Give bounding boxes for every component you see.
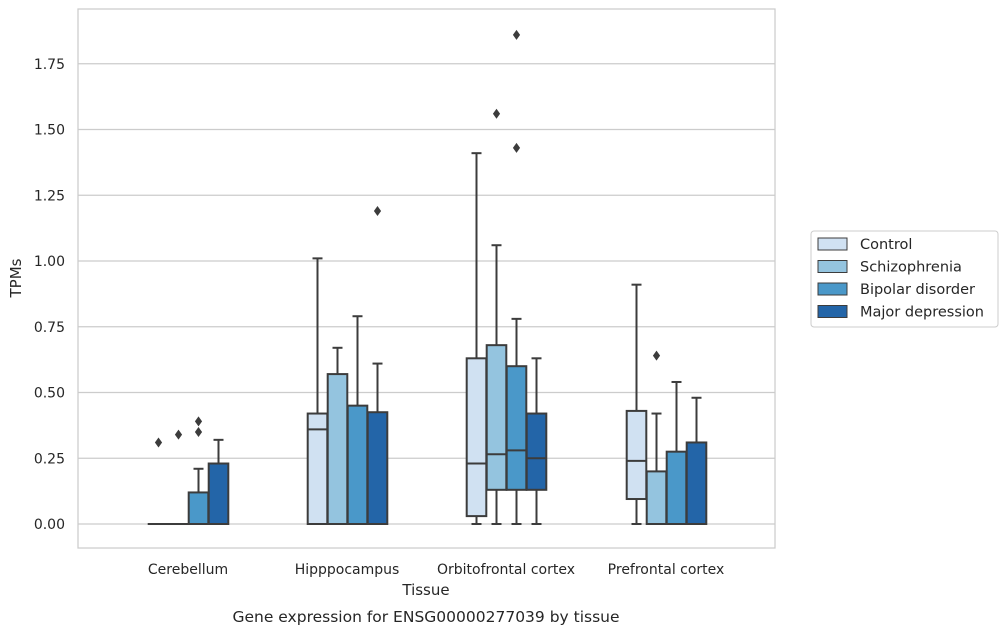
y-tick-label: 0.25	[34, 451, 65, 467]
y-tick-label: 0.75	[34, 320, 65, 336]
y-tick-label: 1.75	[34, 57, 65, 73]
box-schizophrenia	[326, 346, 349, 525]
y-tick-label: 0.00	[34, 517, 65, 533]
box-body	[625, 409, 648, 501]
legend-label: Bipolar disorder	[860, 282, 975, 298]
legend-label: Major depression	[860, 305, 984, 321]
box-schizophrenia	[645, 350, 668, 525]
box-body	[685, 441, 708, 525]
outlier-point	[512, 29, 521, 40]
x-tick-label: Hipppocampus	[295, 562, 400, 578]
legend-swatch	[817, 237, 848, 251]
outlier-point	[194, 416, 203, 427]
box-major-depression	[685, 396, 708, 525]
box-bipolar-disorder	[187, 416, 210, 526]
legend-label: Schizophrenia	[860, 260, 962, 276]
box-control	[625, 283, 648, 525]
outlier-point	[154, 437, 163, 448]
x-tick-label: Cerebellum	[148, 562, 228, 578]
y-tick-label: 1.50	[34, 123, 65, 139]
outlier-point	[492, 108, 501, 119]
box-control	[465, 152, 488, 525]
box-body	[187, 491, 210, 526]
figure-caption: Gene expression for ENSG00000277039 by t…	[232, 608, 619, 626]
box-body	[525, 412, 548, 491]
box-major-depression	[525, 357, 548, 525]
box-body	[326, 373, 349, 525]
x-tick-labels: Cerebellum Hipppocampus Orbitofrontal cort…	[148, 562, 724, 578]
box-body	[207, 462, 230, 526]
box-bipolar-disorder	[665, 380, 688, 525]
x-tick-label: Prefrontal cortex	[608, 562, 725, 578]
outlier-point	[512, 142, 521, 153]
legend-swatch	[817, 305, 848, 318]
legend-swatch	[817, 260, 848, 273]
y-tick-label: 1.25	[34, 188, 65, 204]
outlier-point	[373, 206, 382, 217]
outlier-point	[652, 350, 661, 361]
box-body	[505, 365, 528, 491]
y-tick-labels: 0.00 0.25 0.50 0.75 1.00 1.25 1.50 1.75	[34, 57, 65, 533]
outlier-point	[174, 429, 183, 440]
outlier-point	[194, 426, 203, 437]
plot-frame	[77, 8, 776, 549]
box-body	[465, 357, 488, 518]
y-tick-label: 0.50	[34, 386, 65, 402]
legend: Control Schizophrenia Bipolar disorder Majo…	[810, 230, 999, 328]
x-axis-label: Tissue	[401, 581, 449, 599]
x-tick-label: Orbitofrontal cortex	[437, 562, 575, 578]
box-major-depression	[366, 206, 389, 526]
box-body	[366, 411, 389, 526]
box-body	[485, 344, 508, 491]
y-tick-label: 1.00	[34, 254, 65, 270]
box-body	[665, 450, 688, 525]
legend-frame	[810, 230, 999, 328]
boxes	[147, 29, 708, 526]
box-body	[645, 470, 668, 525]
y-axis-label: TPMs	[7, 258, 25, 298]
legend-swatch	[817, 282, 848, 296]
legend-label: Control	[860, 237, 912, 253]
box-body	[346, 404, 369, 525]
box-major-depression	[207, 438, 230, 526]
